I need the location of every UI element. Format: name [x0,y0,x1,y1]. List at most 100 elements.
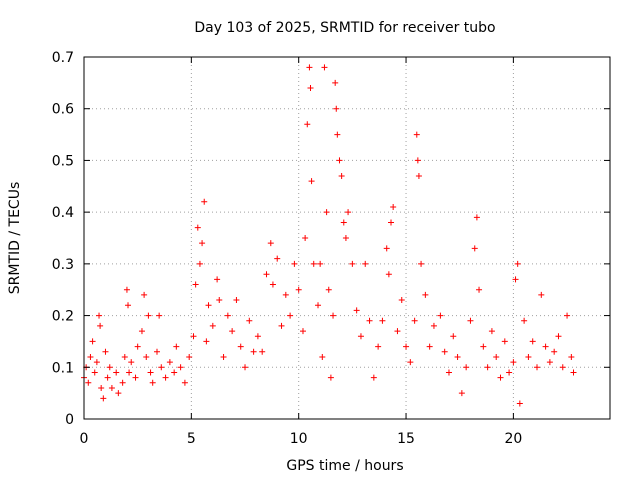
data-point [237,343,244,350]
data-point [220,353,227,360]
data-point [525,353,532,360]
grid [84,57,610,419]
data-point [514,260,521,267]
data-point [325,286,332,293]
data-point [450,333,457,340]
data-point [128,359,135,366]
data-point [327,374,334,381]
data-point [177,364,184,371]
plot-frame [83,56,611,420]
y-tick-label: 0.6 [52,102,74,118]
data-point [510,359,517,366]
data-point [473,214,480,221]
data-point [426,343,433,350]
data-point [145,312,152,319]
data-point [385,271,392,278]
data-point [437,312,444,319]
data-point [156,312,163,319]
data-point [274,255,281,262]
data-point [379,317,386,324]
data-point [203,338,210,345]
data-point [85,379,92,386]
data-point [173,343,180,350]
data-point [330,312,337,319]
data-point [430,322,437,329]
data-point [199,240,206,247]
data-point [390,203,397,210]
data-point [121,353,128,360]
x-axis-label: GPS time / hours [286,458,403,474]
data-point [542,343,549,350]
data-point [516,400,523,407]
data-point [521,317,528,324]
data-point [319,353,326,360]
data-point [333,105,340,112]
data-point [415,172,422,179]
data-point [141,291,148,298]
data-point [538,291,545,298]
x-tick-label: 15 [397,431,415,447]
data-point [488,328,495,335]
data-point [246,317,253,324]
y-tick-label: 0.7 [52,50,74,66]
data-point [463,364,470,371]
data-point [233,297,240,304]
data-point [418,260,425,267]
data-point [559,364,566,371]
data-point [192,281,199,288]
data-point [551,348,558,355]
y-tick-label: 0.5 [52,153,74,169]
data-point [171,369,178,376]
data-point [196,260,203,267]
data-point [123,286,130,293]
y-tick-label: 0.1 [52,360,74,376]
data-point [388,219,395,226]
data-point [186,353,193,360]
data-point [302,235,309,241]
data-point [445,369,452,376]
data-point [269,281,276,288]
data-point [194,224,201,231]
data-point [501,338,508,345]
data-point [484,364,491,371]
data-point [149,379,156,386]
data-point [295,286,302,293]
data-point [414,157,421,164]
data-points [81,64,577,407]
data-point [375,343,382,350]
y-tick-label: 0.2 [52,309,74,325]
data-point [422,291,429,298]
data-point [278,322,285,329]
data-point [307,85,314,92]
axis-ticks: 0 0.1 0.2 0.3 0.4 0.5 0.6 0.7 0 5 10 15 20 [52,50,610,447]
data-point [349,260,356,267]
data-point [458,390,465,397]
data-point [555,333,562,340]
data-point [229,328,236,335]
data-point [441,348,448,355]
data-point [315,302,322,309]
data-point [310,260,317,267]
y-tick-label: 0.4 [52,205,74,221]
x-tick-label: 5 [187,431,196,447]
data-point [106,364,113,371]
data-point [340,219,347,226]
data-point [162,374,169,381]
data-point [353,307,360,314]
x-tick-label: 0 [80,431,89,447]
data-point [291,260,298,267]
data-point [398,297,405,304]
data-point [153,348,160,355]
y-axis-label: SRMTID / TECUs [7,182,23,295]
data-point [259,348,266,355]
data-point [454,353,461,360]
data-point [334,131,341,138]
data-point [403,343,410,350]
data-point [224,312,231,319]
data-point [321,64,328,71]
data-point [125,302,132,309]
data-point [181,379,188,386]
data-point [87,353,94,360]
data-point [96,312,103,319]
